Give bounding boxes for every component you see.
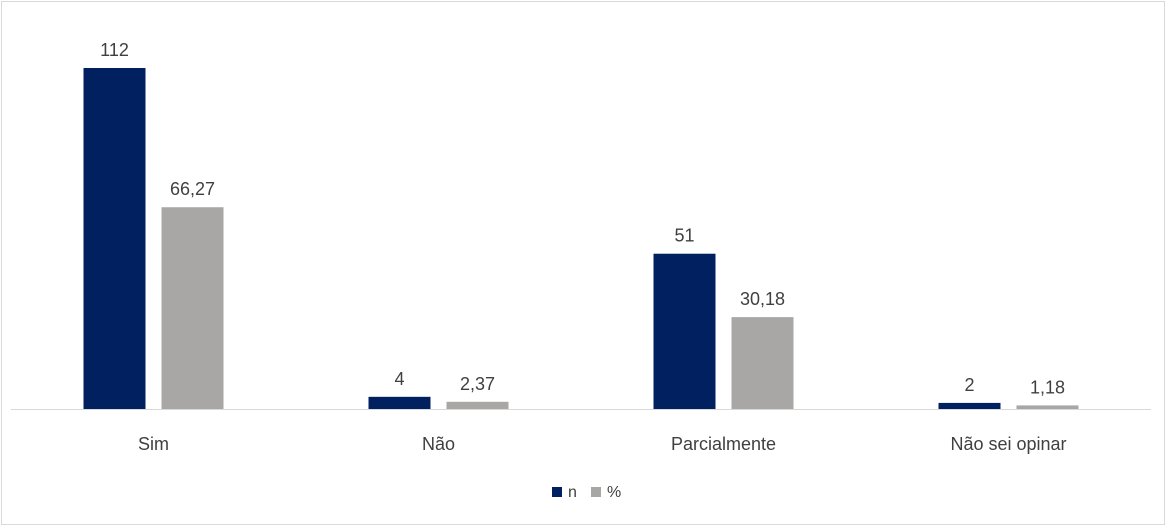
bar-n-Sim xyxy=(83,68,146,409)
legend-swatch-% xyxy=(591,487,601,497)
bars-layer xyxy=(83,68,1079,409)
category-tick-labels: Sim Não Parcialmente Não sei opinar xyxy=(138,434,1067,454)
legend-label-n: n xyxy=(568,484,577,501)
legend-label-%: % xyxy=(607,484,621,501)
data-label-n-Não sei opinar: 2 xyxy=(964,375,974,395)
legend-swatch-n xyxy=(552,487,562,497)
data-label-%-Não: 2,37 xyxy=(460,374,495,394)
data-label-n-Parcialmente: 51 xyxy=(674,226,694,246)
data-label-n-Sim: 112 xyxy=(100,40,129,60)
data-label-n-Não: 4 xyxy=(394,369,404,389)
bar-n-Não xyxy=(368,396,431,409)
legend: n% xyxy=(552,484,621,501)
bar-n-Não sei opinar xyxy=(938,402,1001,409)
bar-%-Parcialmente xyxy=(731,317,794,409)
x-tick-label: Não sei opinar xyxy=(950,434,1066,454)
data-labels-layer: 112 66,27 4 2,37 51 30,18 2 1,18 xyxy=(100,40,1065,397)
bar-%-Sim xyxy=(161,207,224,409)
x-tick-label: Parcialmente xyxy=(671,434,776,454)
x-tick-label: Sim xyxy=(138,434,169,454)
x-tick-label: Não xyxy=(422,434,455,454)
data-label-%-Não sei opinar: 1,18 xyxy=(1030,377,1065,397)
data-label-%-Parcialmente: 30,18 xyxy=(740,289,785,309)
bar-%-Não sei opinar xyxy=(1016,405,1079,409)
data-label-%-Sim: 66,27 xyxy=(170,179,215,199)
bar-n-Parcialmente xyxy=(653,253,716,409)
bar-%-Não xyxy=(446,401,509,409)
